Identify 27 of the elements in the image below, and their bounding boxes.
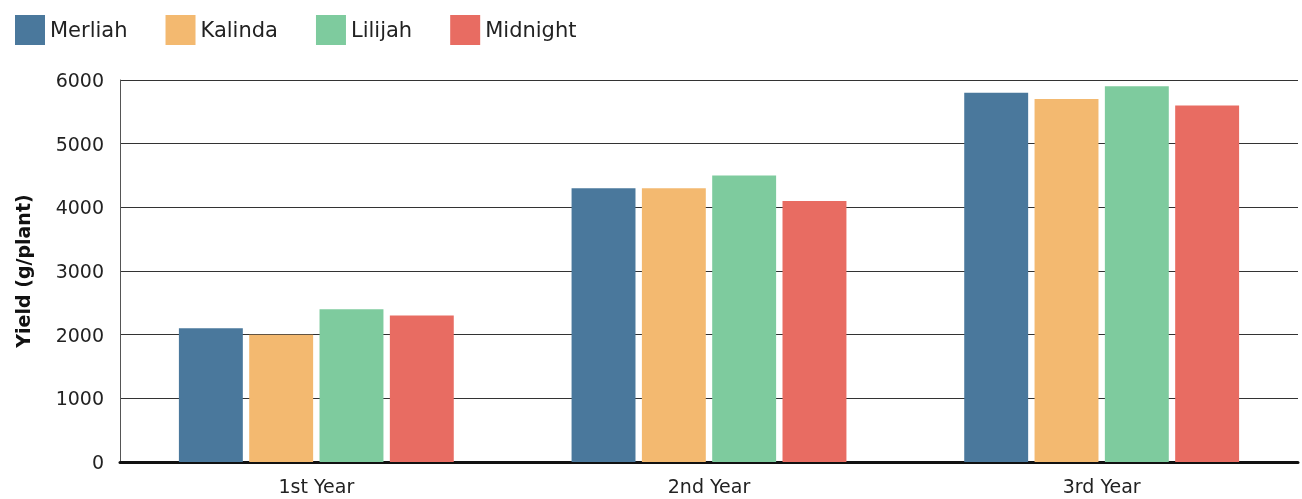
y-tick-label: 4000 <box>55 196 104 219</box>
bar <box>641 188 706 462</box>
bar <box>964 92 1029 462</box>
y-tick-label: 6000 <box>55 69 104 91</box>
y-tick-label: 1000 <box>55 387 104 410</box>
x-tick-label: 1st Year <box>278 474 355 497</box>
bar <box>389 315 454 462</box>
y-tick-label: 3000 <box>55 260 104 282</box>
bar <box>1104 86 1169 462</box>
y-tick-label: 2000 <box>55 323 104 346</box>
bar <box>319 309 384 462</box>
bar <box>712 175 777 462</box>
bar <box>249 334 314 462</box>
legend-label: Midnight <box>485 18 577 42</box>
y-tick-label: 0 <box>91 451 104 473</box>
bar <box>782 200 847 462</box>
bar <box>571 188 636 462</box>
y-tick-label: 5000 <box>55 132 104 155</box>
y-axis-title: Yield (g/plant) <box>11 194 34 349</box>
legend-label: Merliah <box>50 18 128 42</box>
x-tick-label: 3rd Year <box>1062 474 1141 497</box>
bar <box>178 328 243 462</box>
legend-label: Lilijah <box>350 18 413 42</box>
bar <box>1175 105 1240 462</box>
x-tick-label: 2nd Year <box>667 474 751 497</box>
bar <box>1034 99 1099 462</box>
legend-label: Kalinda <box>200 18 278 42</box>
